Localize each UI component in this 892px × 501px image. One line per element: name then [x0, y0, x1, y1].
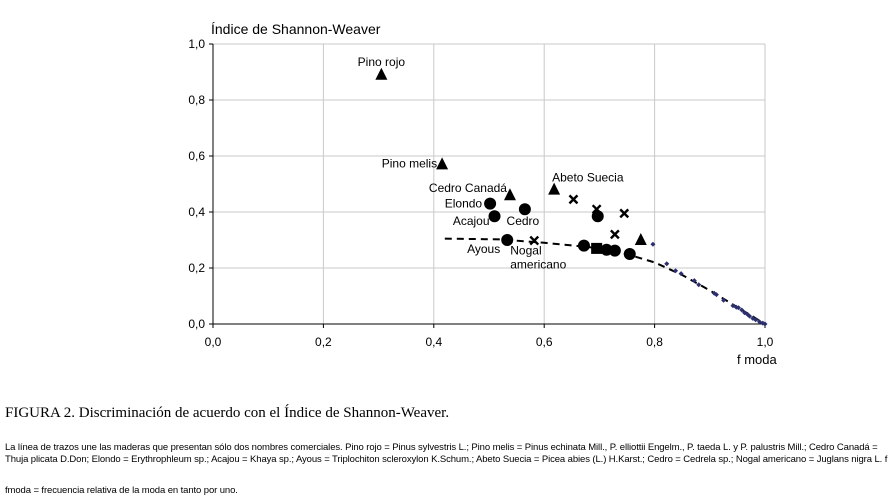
- cross-marker: [619, 208, 630, 219]
- point-label: Abeto Suecia: [552, 171, 624, 185]
- tick-labels: 0,00,0 0,2 0,2 0,4 0,4 0,6 0,6 0,8 0,8 1,0 1,0: [188, 37, 773, 349]
- circle-marker: [518, 203, 531, 216]
- y-axis-title: Índice de Shannon-Weaver: [211, 21, 381, 37]
- cross-marker: [568, 194, 579, 205]
- figure-note: La línea de trazos une las maderas que p…: [5, 442, 888, 465]
- cross-marker: [529, 235, 540, 246]
- point-label: Pino rojo: [358, 55, 406, 69]
- diamond-marker: [739, 307, 745, 313]
- diamond-marker: [762, 321, 768, 327]
- triangle-marker: [634, 233, 647, 245]
- point-label: Cedro Canadá: [429, 181, 507, 195]
- figure-note-fmoda: fmoda = frecuencia relativa de la moda e…: [5, 485, 238, 496]
- x-tick-label: 0,6: [536, 335, 553, 349]
- y-tick-label: 0,4: [188, 205, 205, 219]
- diamond-marker: [747, 313, 753, 319]
- axes: [209, 43, 766, 328]
- diamond-marker: [650, 241, 656, 247]
- point-labels: Pino rojo Pino melis Cedro Canadá Abeto Sue…: [358, 55, 624, 272]
- triangle-marker: [503, 188, 516, 201]
- x-tick-label: 1,0: [757, 335, 774, 349]
- point-label: Acajou: [453, 214, 490, 228]
- circle-marker: [591, 210, 604, 223]
- data-points: [375, 67, 768, 327]
- x-tick-label: 0,2: [315, 335, 332, 349]
- diamond-marker: [753, 317, 759, 323]
- point-label: americano: [510, 258, 566, 272]
- point-label: Pino melis: [382, 156, 437, 170]
- diamond-marker: [691, 278, 697, 284]
- circle-marker: [608, 244, 621, 257]
- y-tick-label: 1,0: [188, 37, 205, 51]
- circle-marker: [484, 197, 497, 210]
- diamond-marker: [713, 292, 719, 298]
- circle-marker: [623, 248, 636, 260]
- point-label: Nogal: [510, 244, 541, 258]
- triangle-marker: [375, 67, 388, 80]
- point-label: Ayous: [467, 242, 500, 256]
- y-tick-label: 0,2: [188, 261, 205, 275]
- point-label: Cedro: [507, 214, 540, 228]
- square-marker: [591, 242, 603, 254]
- circle-marker: [488, 210, 501, 223]
- diamond-marker: [673, 268, 679, 274]
- diamond-marker: [696, 282, 702, 288]
- diamond-marker: [736, 305, 742, 311]
- y-tick-label: 0,6: [188, 149, 205, 163]
- x-axis-title: f moda: [737, 352, 777, 367]
- triangle-marker: [436, 157, 449, 170]
- cross-marker: [610, 229, 620, 240]
- x-tick-label: 0,8: [646, 335, 663, 349]
- triangle-marker: [548, 182, 561, 195]
- y-tick-label: 0,8: [188, 93, 205, 107]
- point-label: Elondo: [445, 197, 483, 211]
- circle-marker: [501, 234, 514, 246]
- x-tick-label: 0,4: [425, 335, 442, 349]
- circle-marker: [577, 239, 590, 252]
- diamond-marker: [678, 271, 684, 277]
- figure-caption: FIGURA 2. Discriminación de acuerdo con …: [5, 405, 450, 421]
- y-tick-label: 0,0: [188, 317, 205, 331]
- diamond-marker: [721, 297, 727, 303]
- diamond-marker: [664, 261, 670, 267]
- cross-marker: [591, 204, 602, 215]
- x-tick-label: 0,0: [205, 335, 222, 349]
- scatter-chart: 0,00,0 0,2 0,2 0,4 0,4 0,6 0,6 0,8 0,8 1,0 1,0 Pin…: [188, 37, 773, 349]
